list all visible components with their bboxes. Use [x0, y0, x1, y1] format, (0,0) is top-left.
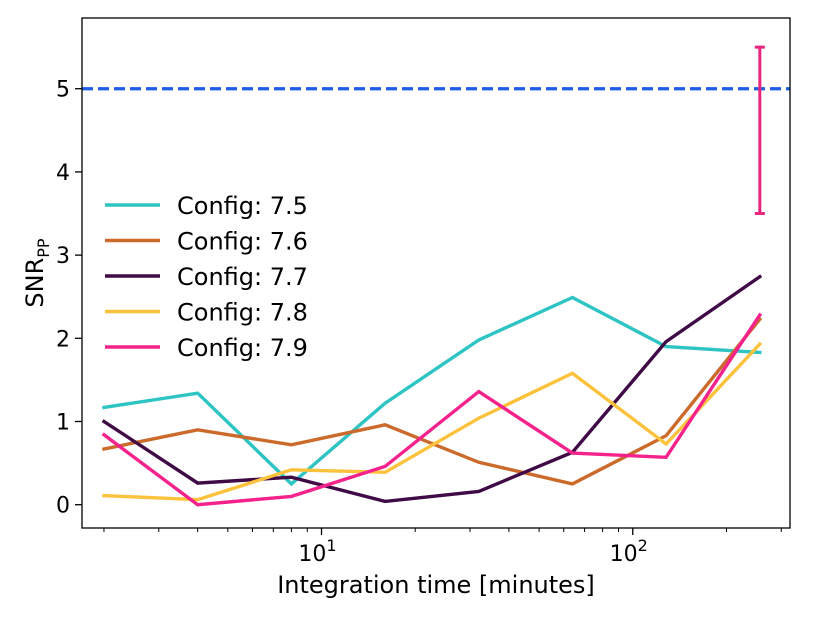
y-tick-label-3: 3 [56, 244, 70, 269]
y-tick-label-2: 2 [56, 327, 70, 352]
legend-label-2: Config: 7.6 [177, 228, 308, 256]
errorbar-layer [754, 45, 765, 216]
legend: Config: 7.5 Config: 7.6 Config: 7.7 Config:… [105, 192, 308, 362]
y-axis-label-subscript: PP [34, 238, 53, 258]
series-line-3 [101, 274, 763, 504]
y-axis-ticks: 0 1 2 3 4 5 [56, 78, 82, 519]
series-layer [101, 274, 763, 507]
x-tick-label-1: 102 [610, 536, 648, 567]
y-axis-label-main: SNR [21, 258, 49, 308]
legend-label-3: Config: 7.7 [177, 263, 308, 291]
x-tick-exponent-0: 1 [326, 536, 336, 555]
legend-label-1: Config: 7.5 [177, 192, 308, 220]
x-tick-base-0: 10 [298, 542, 326, 567]
y-tick-label-1: 1 [56, 411, 70, 436]
legend-label-4: Config: 7.8 [177, 299, 308, 327]
plot-frame [81, 17, 791, 529]
y-tick-label-5: 5 [56, 78, 70, 103]
x-axis-label: Integration time [minutes] [277, 571, 595, 599]
y-tick-label-4: 4 [56, 161, 70, 186]
x-tick-label-0: 101 [298, 536, 336, 567]
series-line-4 [102, 341, 763, 502]
x-tick-exponent-1: 2 [638, 536, 648, 555]
y-tick-label-0: 0 [56, 494, 70, 519]
series-line-1 [102, 295, 762, 487]
y-axis-label: SNRPP [21, 238, 53, 308]
legend-label-5: Config: 7.9 [177, 334, 308, 362]
x-axis-ticks: 101 102 [103, 528, 782, 567]
series-line-5 [101, 312, 763, 507]
x-tick-base-1: 10 [610, 542, 638, 567]
